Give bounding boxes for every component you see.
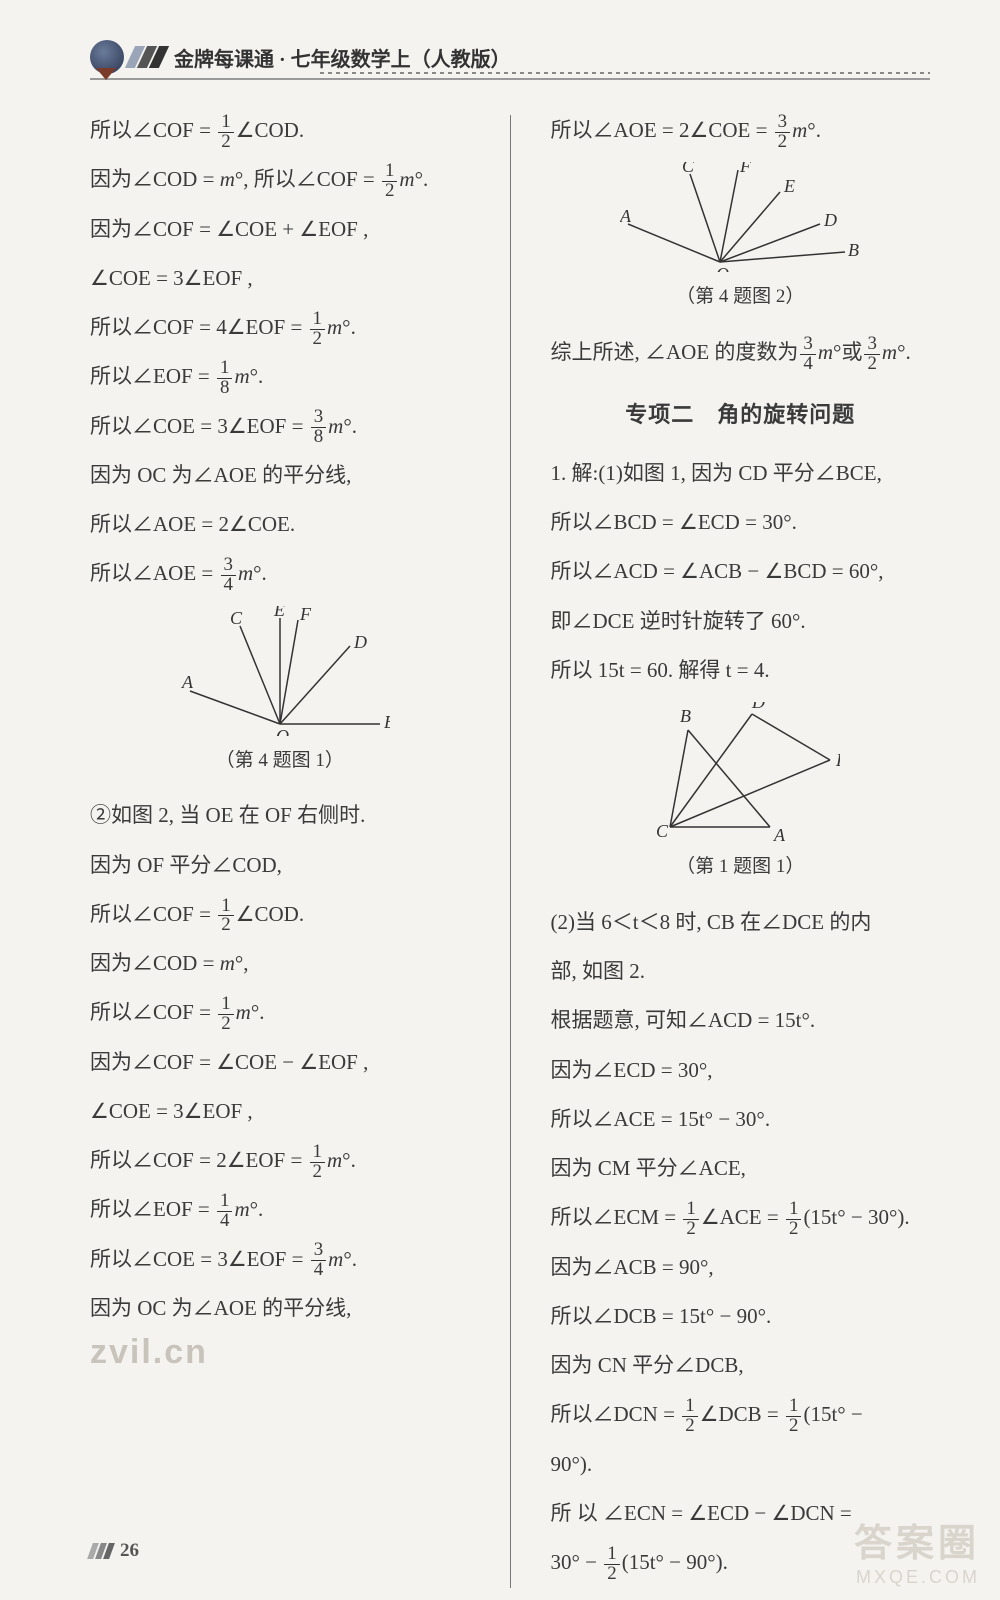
- line: 所以∠COF = 12m°.: [90, 989, 470, 1036]
- left-column: 所以∠COF = 12∠COD. 因为∠COD = m°, 所以∠COF = 1…: [90, 105, 470, 1588]
- fig1-svg: A C EF D B O: [170, 606, 390, 736]
- right-column: 所以∠AOE = 2∠COE = 32m°. ACFEDBO （第 4 题图 2…: [551, 105, 931, 1588]
- line: 所以∠COF = 12∠COD.: [90, 107, 470, 154]
- section-title: 专项二 角的旋转问题: [551, 390, 931, 440]
- svg-text:F: F: [739, 162, 752, 176]
- line: 因为∠COD = m°,: [90, 940, 470, 987]
- line: 所以∠AOE = 2∠COE = 32m°.: [551, 107, 931, 154]
- figure-1-1: C A B D E: [551, 702, 931, 842]
- svg-text:C: C: [230, 608, 243, 628]
- figure-4-2: A C F E DB O: [551, 162, 931, 272]
- line: 因为∠ACB = 90°,: [551, 1244, 931, 1291]
- line: 所以∠EOF = 18m°.: [90, 353, 470, 400]
- badge-icon: [90, 40, 124, 74]
- line: 所以∠COF = 12∠COD.: [90, 891, 470, 938]
- header-title: 金牌每课通 · 七年级数学上（人教版）: [174, 43, 511, 72]
- svg-text:O: O: [276, 726, 289, 736]
- svg-text:D: D: [353, 632, 367, 652]
- line: ∠COE = 3∠EOF ,: [90, 1088, 470, 1135]
- svg-text:E: E: [835, 750, 840, 770]
- line: 所以∠DCB = 15t° − 90°.: [551, 1293, 931, 1340]
- line: 综上所述, ∠AOE 的度数为34m°或32m°.: [551, 329, 931, 376]
- svg-text:E: E: [783, 176, 795, 196]
- line: 即∠DCE 逆时针旋转了 60°.: [551, 598, 931, 645]
- line: 因为 OC 为∠AOE 的平分线,: [90, 452, 470, 499]
- svg-text:A: A: [773, 825, 786, 842]
- line: 所以∠COE = 3∠EOF = 34m°.: [90, 1236, 470, 1283]
- line: 所以∠AOE = 34m°.: [90, 550, 470, 597]
- figure-4-1: A C EF D B O: [90, 606, 470, 736]
- line: 所以∠BCD = ∠ECD = 30°.: [551, 499, 931, 546]
- line: 1. 解:(1)如图 1, 因为 CD 平分∠BCE,: [551, 450, 931, 497]
- line: 90°).: [551, 1441, 931, 1488]
- content-columns: 所以∠COF = 12∠COD. 因为∠COD = m°, 所以∠COF = 1…: [90, 105, 930, 1588]
- watermark-text2: MXQE.COM: [854, 1567, 980, 1588]
- line: 所以∠ECM = 12∠ACE = 12(15t° − 30°).: [551, 1194, 931, 1241]
- line: 因为∠COF = ∠COE + ∠EOF ,: [90, 206, 470, 253]
- svg-text:D: D: [823, 210, 837, 230]
- page-header: 金牌每课通 · 七年级数学上（人教版）: [90, 40, 930, 80]
- line: 因为∠COF = ∠COE − ∠EOF ,: [90, 1039, 470, 1086]
- line: 因为 CM 平分∠ACE,: [551, 1145, 931, 1192]
- line: 所以∠COF = 2∠EOF = 12m°.: [90, 1137, 470, 1184]
- line: 所以∠ACE = 15t° − 30°.: [551, 1096, 931, 1143]
- line: 所以 15t = 60. 解得 t = 4.: [551, 647, 931, 694]
- svg-text:D: D: [751, 702, 765, 712]
- svg-text:A: A: [620, 206, 632, 226]
- fig2-caption: （第 4 题图 2）: [551, 276, 931, 319]
- line: 部, 如图 2.: [551, 948, 931, 995]
- column-divider: [510, 115, 511, 1588]
- svg-text:A: A: [181, 672, 194, 692]
- svg-text:B: B: [384, 712, 390, 732]
- line: 因为∠ECD = 30°,: [551, 1047, 931, 1094]
- line: 因为 CN 平分∠DCB,: [551, 1342, 931, 1389]
- page-number-wrap: 26: [90, 1540, 139, 1562]
- line: 所以∠DCN = 12∠DCB = 12(15t° −: [551, 1391, 931, 1438]
- header-slashes: [125, 46, 171, 68]
- fig2-svg: A C F E DB O: [620, 162, 860, 272]
- svg-text:B: B: [848, 240, 859, 260]
- line: 所以∠EOF = 14m°.: [90, 1186, 470, 1233]
- line: 所以∠AOE = 2∠COE.: [90, 501, 470, 548]
- watermark-text1: 答案圈: [854, 1512, 980, 1567]
- pagenum-bars: [87, 1543, 117, 1559]
- line: 所以∠COE = 3∠EOF = 38m°.: [90, 403, 470, 450]
- svg-text:B: B: [680, 706, 691, 726]
- watermark: 答案圈 MXQE.COM: [854, 1512, 980, 1588]
- fig3-caption: （第 1 题图 1）: [551, 846, 931, 889]
- line: ②如图 2, 当 OE 在 OF 右侧时.: [90, 792, 470, 839]
- svg-text:C: C: [656, 821, 669, 841]
- svg-text:C: C: [682, 162, 695, 176]
- svg-text:E: E: [273, 606, 285, 620]
- fig1-caption: （第 4 题图 1）: [90, 740, 470, 783]
- line: 所以∠COF = 4∠EOF = 12m°.: [90, 304, 470, 351]
- page-number: 26: [120, 1540, 139, 1562]
- line: ∠COE = 3∠EOF ,: [90, 255, 470, 302]
- line: 因为 OF 平分∠COD,: [90, 842, 470, 889]
- svg-text:F: F: [299, 606, 312, 624]
- line: (2)当 6＜t＜8 时, CB 在∠DCE 的内: [551, 899, 931, 946]
- svg-text:O: O: [716, 264, 729, 272]
- line: 因为∠COD = m°, 所以∠COF = 12m°.: [90, 156, 470, 203]
- line: 所以∠ACD = ∠ACB − ∠BCD = 60°,: [551, 548, 931, 595]
- fig3-svg: C A B D E: [640, 702, 840, 842]
- line: 根据题意, 可知∠ACD = 15t°.: [551, 997, 931, 1044]
